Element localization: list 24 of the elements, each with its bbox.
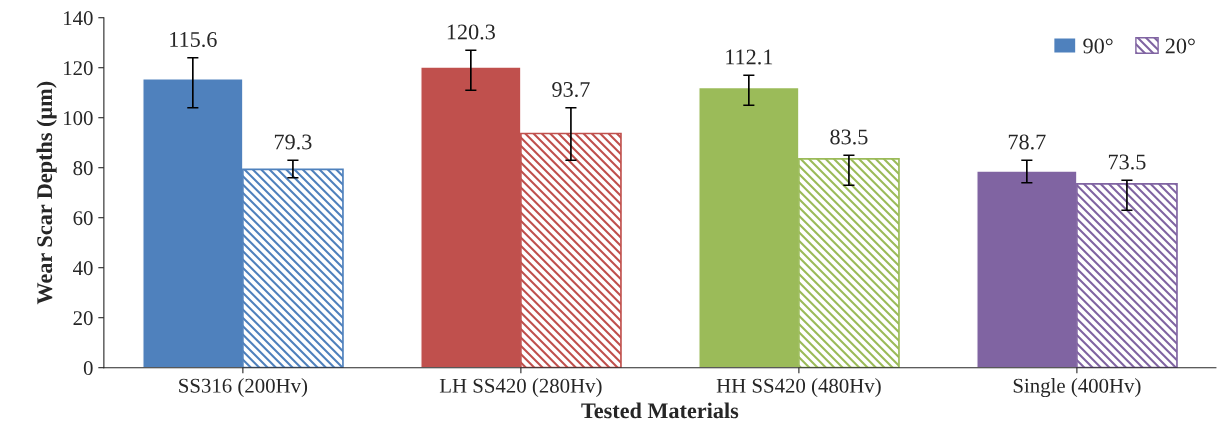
data-label: 93.7 bbox=[552, 82, 590, 98]
y-tick-label: 20 bbox=[73, 311, 93, 326]
data-label: 78.7 bbox=[1008, 134, 1046, 150]
y-tick-label: 0 bbox=[83, 361, 93, 376]
y-tick-label: 100 bbox=[64, 111, 93, 126]
y-tick-label: 120 bbox=[64, 61, 93, 76]
y-axis-title: Wear Scar Depths (µm) bbox=[36, 81, 57, 305]
y-tick-label: 40 bbox=[73, 261, 93, 276]
data-label: 112.1 bbox=[726, 49, 773, 65]
y-tick-label: 60 bbox=[73, 211, 93, 226]
data-label: 115.6 bbox=[170, 32, 217, 48]
data-label: 120.3 bbox=[447, 24, 495, 40]
y-tick-label: 140 bbox=[64, 11, 93, 26]
x-tick-label: SS316 (200Hv) bbox=[179, 378, 308, 397]
y-tick-label: 80 bbox=[73, 161, 93, 176]
data-label: 79.3 bbox=[274, 134, 312, 150]
x-tick-label: Single (400Hv) bbox=[1013, 378, 1141, 398]
legend-label: 90° bbox=[1083, 38, 1113, 54]
x-axis-title: Tested Materials bbox=[581, 402, 739, 419]
legend-label: 20° bbox=[1165, 38, 1195, 54]
data-label: 73.5 bbox=[1108, 154, 1146, 170]
x-tick-label: LH SS420 (280Hv) bbox=[439, 378, 602, 397]
x-tick-label: HH SS420 (480Hv) bbox=[716, 378, 881, 397]
data-label: 83.5 bbox=[830, 129, 868, 145]
